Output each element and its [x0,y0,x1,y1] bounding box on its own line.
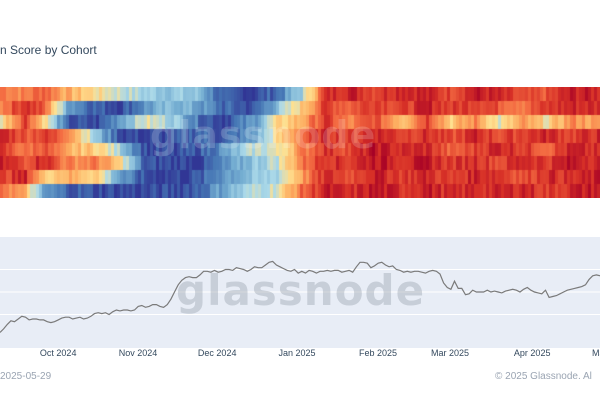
price-series-line [0,260,600,333]
x-tick-label: Mar 2025 [430,348,470,358]
price-line-chart [0,260,600,333]
x-tick-label: Ma [591,348,600,358]
price-panel[interactable] [0,237,600,348]
x-tick-label: Apr 2025 [513,348,551,358]
footer-copyright: © 2025 Glassnode. Al [495,371,592,382]
footer-date: 2025-05-29 [0,371,52,382]
x-tick-label: Dec 2024 [197,348,237,358]
chart-title: n Score by Cohort [0,43,97,57]
x-tick-label: Jan 2025 [278,348,316,358]
x-tick-label: Oct 2024 [39,348,77,358]
cohort-heatmap[interactable] [0,87,600,198]
x-tick-label: Feb 2025 [358,348,398,358]
x-tick-label: Nov 2024 [118,348,158,358]
